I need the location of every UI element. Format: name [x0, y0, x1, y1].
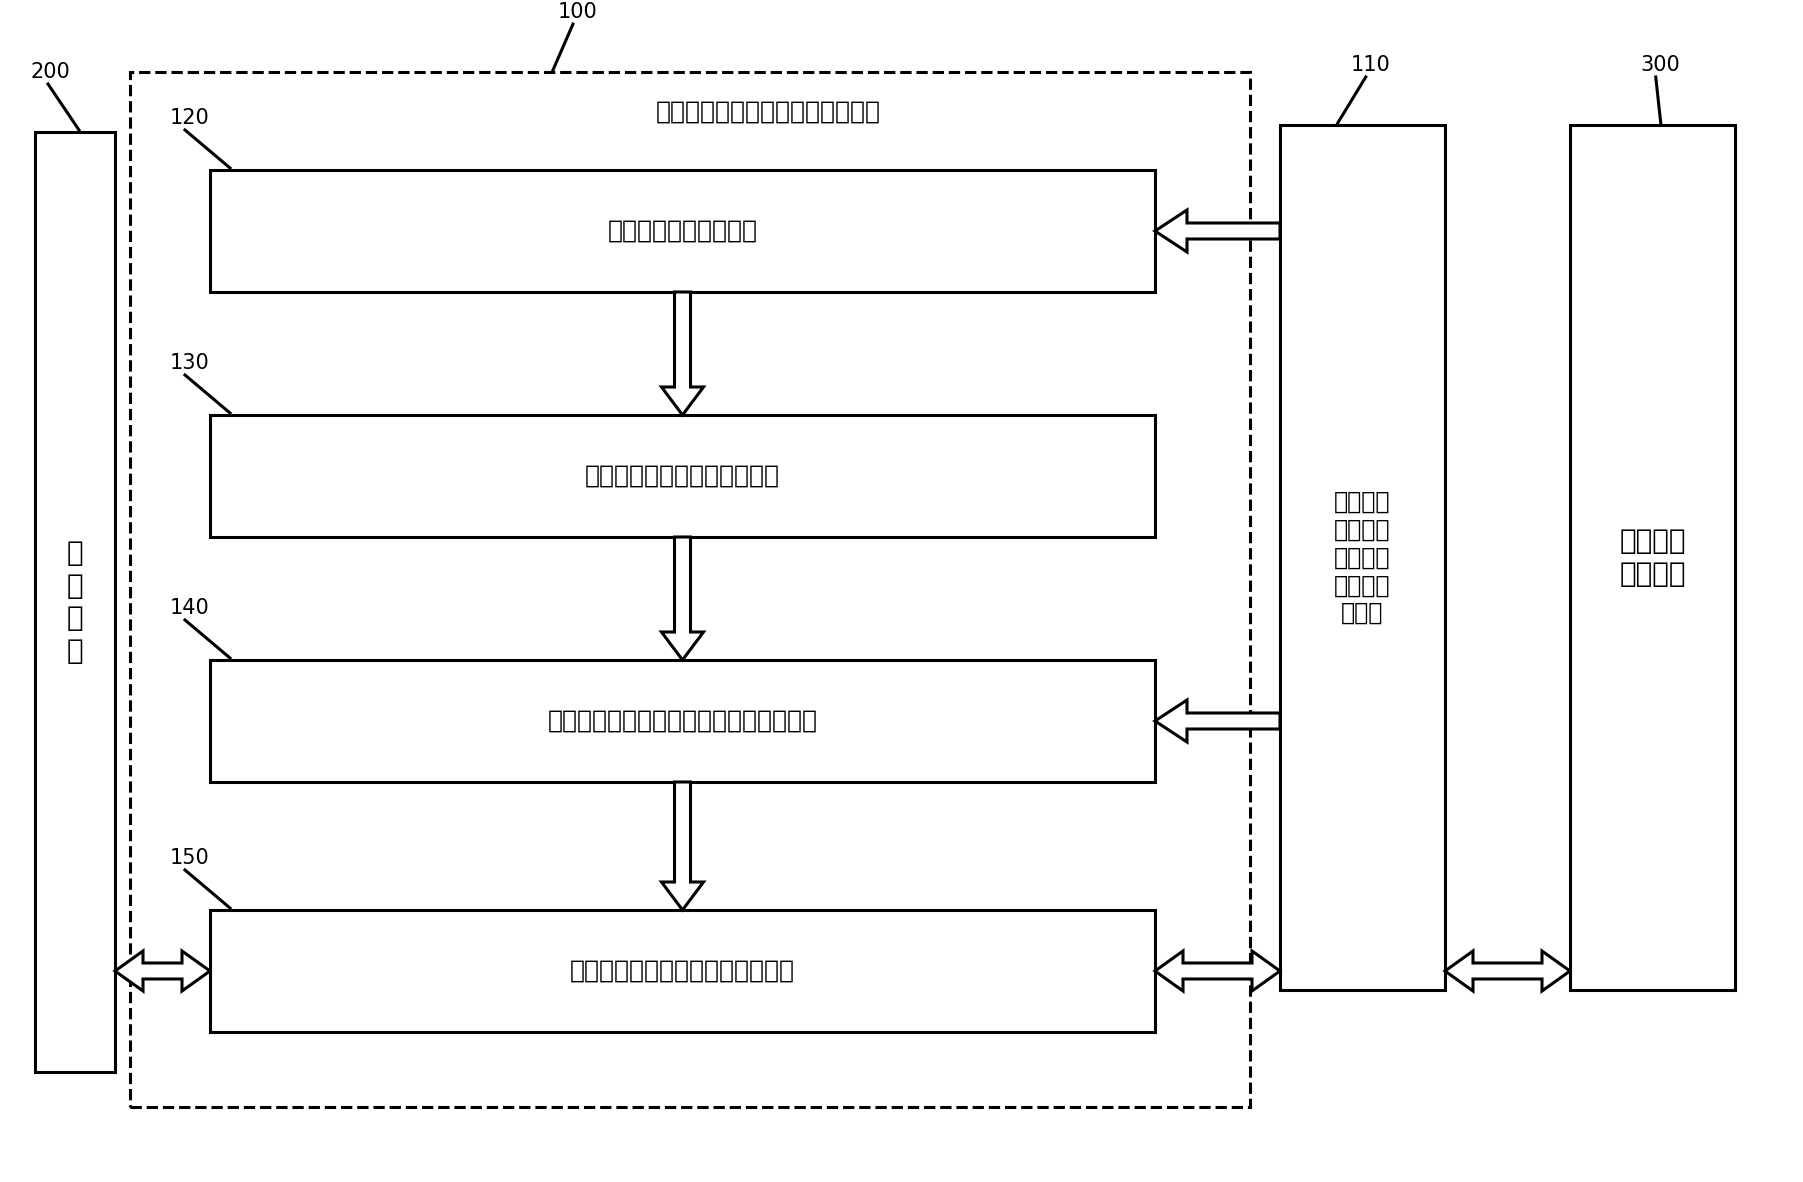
Polygon shape	[1156, 700, 1280, 742]
Polygon shape	[115, 952, 209, 991]
Text: 300: 300	[1641, 56, 1680, 74]
Text: 140: 140	[169, 598, 209, 618]
Polygon shape	[1156, 210, 1280, 252]
Text: 200: 200	[31, 61, 70, 82]
Bar	[209, 170, 1156, 292]
Bar	[1570, 125, 1734, 991]
Bar	[209, 415, 1156, 537]
Bar	[209, 660, 1156, 782]
Text: 110: 110	[1350, 56, 1390, 74]
Text: 基于机器学习算法的能量流数字孪生模块: 基于机器学习算法的能量流数字孪生模块	[548, 709, 817, 733]
Polygon shape	[662, 537, 703, 660]
Text: 能量结构分析辅助模块: 能量结构分析辅助模块	[608, 219, 757, 243]
Text: 基于机器学习的能量协同控制模块: 基于机器学习的能量协同控制模块	[570, 959, 795, 983]
Text: 120: 120	[169, 108, 209, 128]
Bar	[209, 910, 1156, 1032]
Bar	[34, 132, 115, 1072]
Text: 基于机器学习的能量协同管理系统: 基于机器学习的能量协同管理系统	[656, 100, 882, 124]
Bar	[130, 72, 1249, 1108]
Text: 100: 100	[559, 2, 599, 22]
Bar	[1280, 125, 1444, 991]
Text: 电
力
市
场: 电 力 市 场	[67, 539, 83, 664]
Text: 电气拓扑与业务拓扑编制模块: 电气拓扑与业务拓扑编制模块	[584, 465, 781, 488]
Text: 基于低功
耗广域物
联网的精
细计量控
制模块: 基于低功 耗广域物 联网的精 细计量控 制模块	[1334, 489, 1390, 625]
Polygon shape	[662, 292, 703, 415]
Text: 目标客户
能量系统: 目标客户 能量系统	[1619, 527, 1686, 587]
Text: 150: 150	[169, 847, 209, 868]
Polygon shape	[1156, 952, 1280, 991]
Polygon shape	[1444, 952, 1570, 991]
Text: 130: 130	[169, 353, 209, 374]
Polygon shape	[662, 782, 703, 910]
